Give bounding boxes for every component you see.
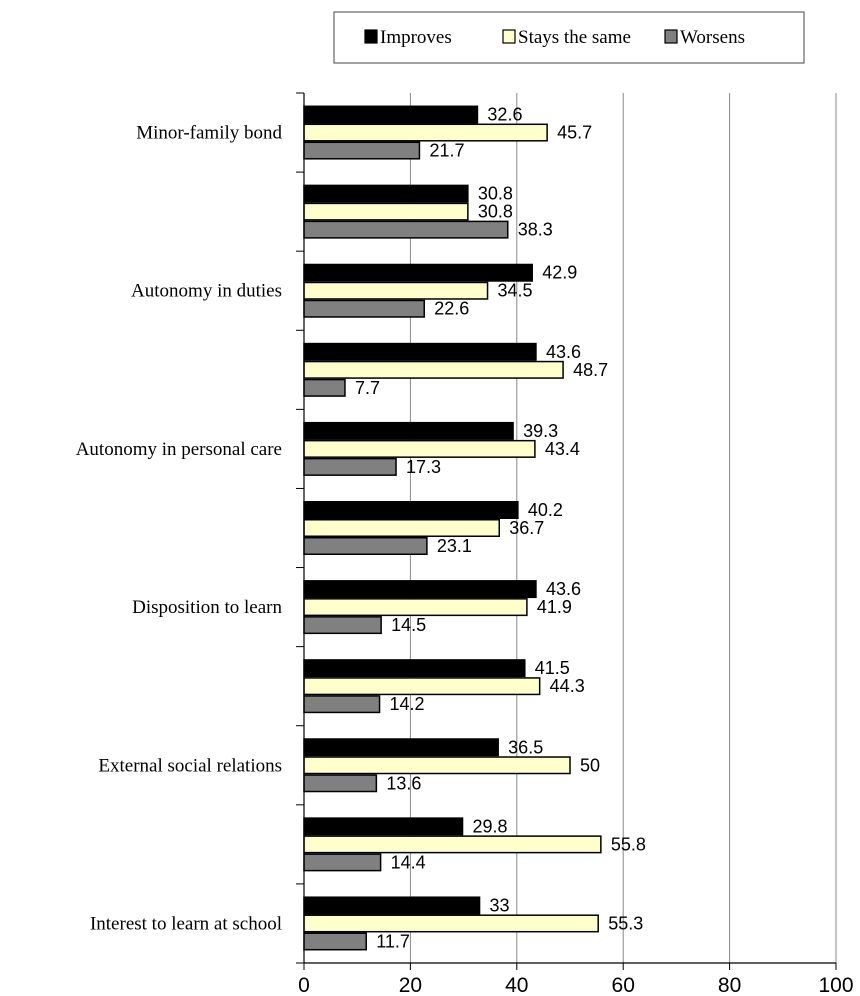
bar-improves <box>303 342 537 361</box>
data-label: 30.8 <box>478 184 513 204</box>
x-tick-label: 0 <box>298 974 310 996</box>
bar-worsens <box>303 695 381 714</box>
bar-improves <box>303 817 464 836</box>
data-label: 7.7 <box>355 378 380 398</box>
data-label: 13.6 <box>386 773 421 793</box>
labels: 32.6 45.7 21.7 Minor-family bond 30.830.838.… <box>76 105 854 996</box>
data-label: 41.5 <box>535 658 570 678</box>
category-label: Disposition to learn <box>132 597 282 618</box>
data-label: 45.7 <box>557 123 592 143</box>
bar-worsens <box>303 616 382 635</box>
bar-improves <box>303 896 481 915</box>
bar-improves <box>303 501 519 519</box>
data-label: 23.1 <box>437 536 472 556</box>
bar-stays-the-same <box>303 281 489 300</box>
category-label: Minor-family bond <box>136 123 282 144</box>
bar-worsens <box>303 220 509 239</box>
bar-improves <box>303 263 533 282</box>
bar-improves <box>303 659 526 678</box>
data-label: 34.5 <box>498 281 533 301</box>
category-label: External social relations <box>98 755 282 776</box>
data-label: 14.2 <box>390 694 425 714</box>
data-label: 29.8 <box>473 816 508 836</box>
data-label: 48.7 <box>573 360 608 380</box>
data-label: 14.5 <box>391 615 426 635</box>
axes <box>296 92 837 970</box>
data-label: 36.7 <box>509 518 544 538</box>
bar-stays-the-same <box>303 360 564 379</box>
bar-worsens <box>303 932 367 951</box>
data-label: 43.4 <box>545 439 580 459</box>
data-label: 36.5 <box>508 737 543 757</box>
bar-stays-the-same <box>303 756 571 775</box>
legend-label: Improves <box>380 27 452 48</box>
bar-stays-the-same <box>303 123 548 142</box>
legend-label: Stays the same <box>518 27 631 48</box>
data-label: 14.4 <box>391 852 426 872</box>
legend-swatch <box>364 29 378 44</box>
category-label: Interest to learn at school <box>90 913 282 934</box>
data-label: 44.3 <box>550 676 585 696</box>
data-label: 39.3 <box>523 421 558 441</box>
legend-swatch <box>664 29 678 44</box>
data-label: 21.7 <box>429 141 464 161</box>
legend: Improves Stays the same Worsens <box>333 11 805 64</box>
bar-worsens <box>303 141 421 160</box>
data-label: 41.9 <box>537 597 572 617</box>
data-label: 40.2 <box>528 500 563 520</box>
category-label: Autonomy in duties <box>131 281 282 302</box>
legend-box <box>333 11 805 64</box>
data-label: 43.6 <box>546 342 581 362</box>
bar-stays-the-same <box>303 914 599 933</box>
legend-label: Worsens <box>680 27 745 48</box>
data-label: 11.7 <box>376 931 410 951</box>
data-label: 32.6 <box>487 105 522 125</box>
x-tick-label: 60 <box>612 974 635 996</box>
bar-stays-the-same <box>303 598 528 617</box>
data-label: 55.8 <box>611 834 646 854</box>
data-label: 22.6 <box>434 299 469 319</box>
bar-stays-the-same <box>303 677 541 696</box>
data-label: 42.9 <box>542 263 577 283</box>
x-tick-label: 40 <box>505 974 528 996</box>
bar-stays-the-same <box>303 439 536 458</box>
data-label: 43.6 <box>546 579 581 599</box>
category-label: Autonomy in personal care <box>76 439 282 460</box>
bar-worsens <box>303 537 428 555</box>
bars <box>303 105 602 951</box>
bar-stays-the-same <box>303 202 469 221</box>
data-label: 33 <box>490 895 510 915</box>
bar-stays-the-same <box>303 835 602 854</box>
bar-improves <box>303 421 514 440</box>
data-label: 55.3 <box>608 913 643 933</box>
bar-worsens <box>303 853 382 872</box>
x-tick-label: 80 <box>718 974 741 996</box>
data-label: 30.8 <box>478 202 513 222</box>
bar-stays-the-same <box>303 519 500 537</box>
bar-worsens <box>303 457 397 476</box>
bar-worsens <box>303 774 378 793</box>
bar-worsens <box>303 378 346 397</box>
bar-improves <box>303 105 479 124</box>
bar-worsens <box>303 299 425 318</box>
legend-swatch <box>502 29 516 44</box>
data-label: 38.3 <box>518 220 553 240</box>
bar-improves <box>303 580 537 599</box>
bar-improves <box>303 738 499 757</box>
data-label: 17.3 <box>406 457 441 477</box>
x-tick-label: 20 <box>399 974 422 996</box>
x-tick-label: 100 <box>818 974 853 996</box>
bar-improves <box>303 184 469 203</box>
data-label: 50 <box>580 755 600 775</box>
